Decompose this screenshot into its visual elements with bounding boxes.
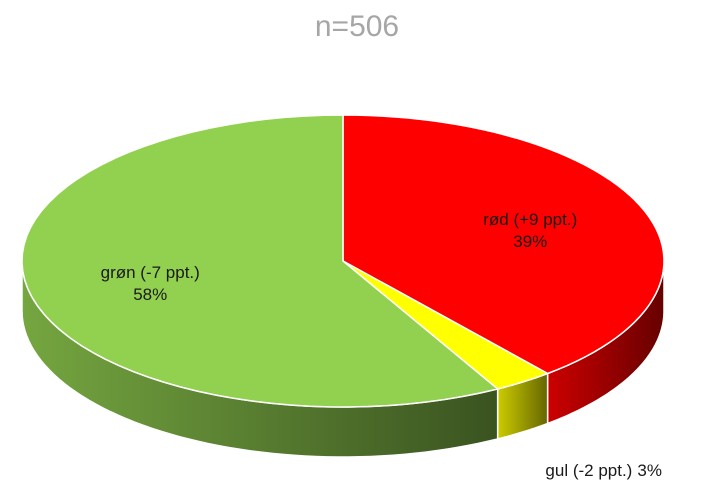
data-label: gul (-2 ppt.) 3% [545, 461, 662, 480]
chart-title: n=506 [315, 10, 399, 43]
pie-slice [21, 114, 500, 408]
category-label: rød (+9 ppt.) [483, 210, 577, 229]
value-label: 3% [637, 461, 662, 480]
category-label: gul (-2 ppt.) [545, 461, 632, 480]
pie-slice [342, 260, 550, 390]
category-label: grøn (-7 ppt.) [101, 263, 200, 282]
value-label: 39% [513, 232, 547, 251]
value-label: 58% [133, 285, 167, 304]
pie-slice [342, 114, 665, 375]
